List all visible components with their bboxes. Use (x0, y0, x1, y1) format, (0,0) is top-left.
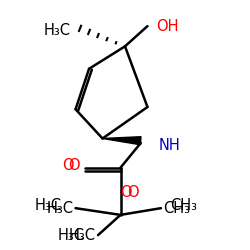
Text: O: O (62, 158, 73, 173)
Text: CH₃: CH₃ (163, 201, 190, 216)
Text: O: O (68, 158, 80, 173)
Text: H₃C: H₃C (58, 228, 84, 243)
Text: H₃C: H₃C (69, 228, 96, 243)
Text: O: O (127, 185, 139, 200)
Text: O: O (120, 185, 132, 200)
Text: H₃C: H₃C (35, 198, 62, 214)
Text: H₃C: H₃C (44, 23, 71, 38)
Text: NH: NH (159, 138, 180, 153)
Polygon shape (102, 137, 141, 145)
Text: H₃C: H₃C (46, 201, 73, 216)
Text: OH: OH (156, 18, 179, 34)
Text: CH₃: CH₃ (170, 198, 197, 214)
